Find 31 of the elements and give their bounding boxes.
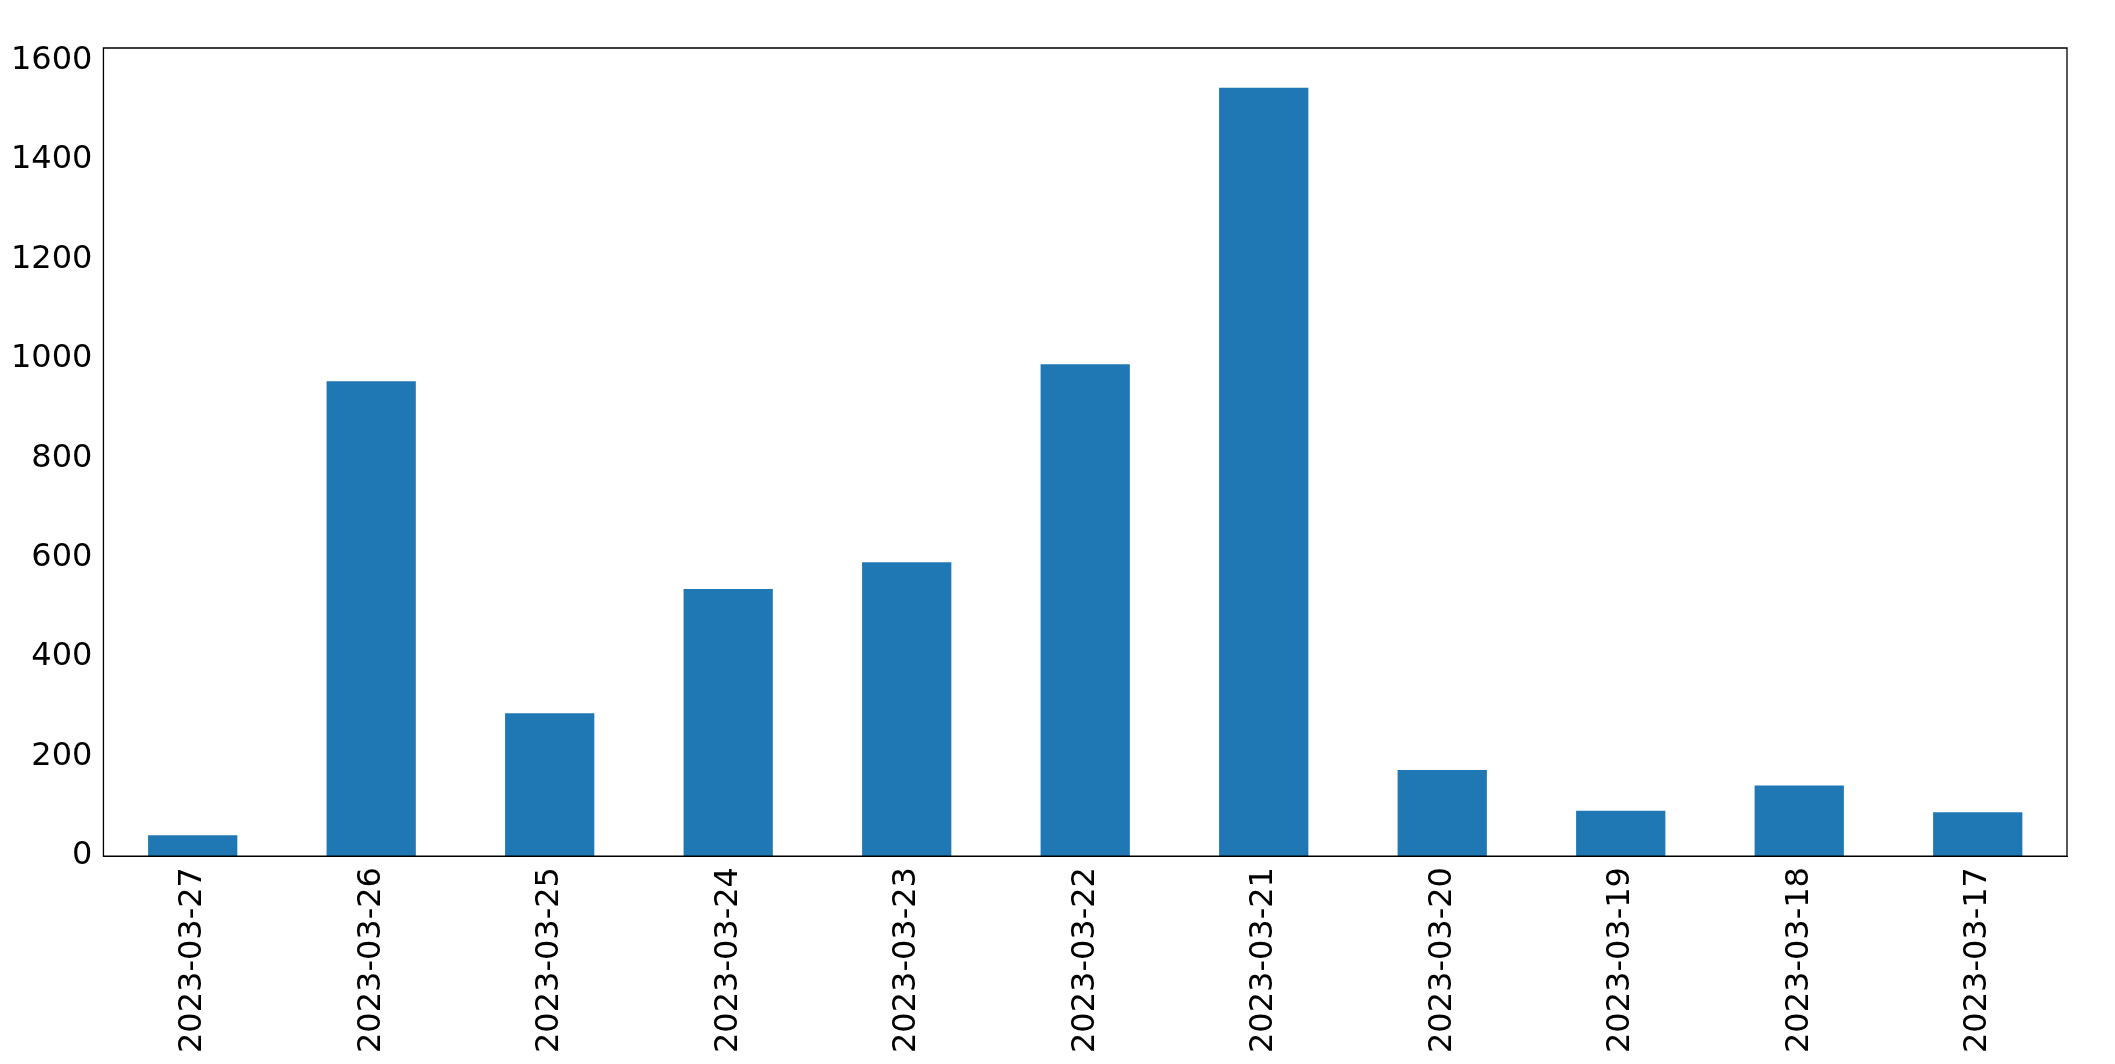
x-tick-label: 2023-03-24	[706, 867, 745, 1053]
y-tick-label: 400	[31, 635, 93, 674]
x-tick-label: 2023-03-27	[171, 867, 209, 1053]
bar	[1576, 810, 1666, 857]
y-tick-label: 1000	[11, 337, 93, 376]
x-tick-label: 2023-03-19	[1599, 867, 1638, 1053]
bar	[1219, 87, 1309, 857]
x-tick-label: 2023-03-25	[528, 867, 567, 1053]
x-tick-label: 2023-03-20	[1420, 867, 1459, 1053]
bar	[862, 562, 952, 857]
y-tick-label: 1600	[11, 38, 93, 77]
x-tick-label: 2023-03-17	[1956, 867, 1995, 1053]
x-tick-label: 2023-03-22	[1063, 867, 1102, 1053]
x-tick-label: 2023-03-26	[349, 867, 388, 1053]
y-tick-label: 800	[31, 436, 93, 475]
bar	[505, 713, 595, 857]
bar	[1933, 812, 2023, 857]
bar	[1040, 364, 1130, 857]
x-tick-label: 2023-03-18	[1777, 867, 1816, 1053]
bar	[326, 381, 416, 857]
bar	[1397, 770, 1487, 857]
y-tick-label: 1200	[11, 237, 93, 276]
y-tick-label: 0	[72, 834, 93, 873]
x-tick-label: 2023-03-21	[1242, 867, 1281, 1053]
bar	[1754, 785, 1844, 857]
y-tick-label: 600	[31, 535, 93, 574]
bar	[683, 589, 773, 857]
bar	[148, 835, 238, 857]
y-tick-label: 200	[31, 734, 93, 773]
x-tick-label: 2023-03-23	[885, 867, 924, 1053]
y-tick-label: 1400	[11, 138, 93, 177]
